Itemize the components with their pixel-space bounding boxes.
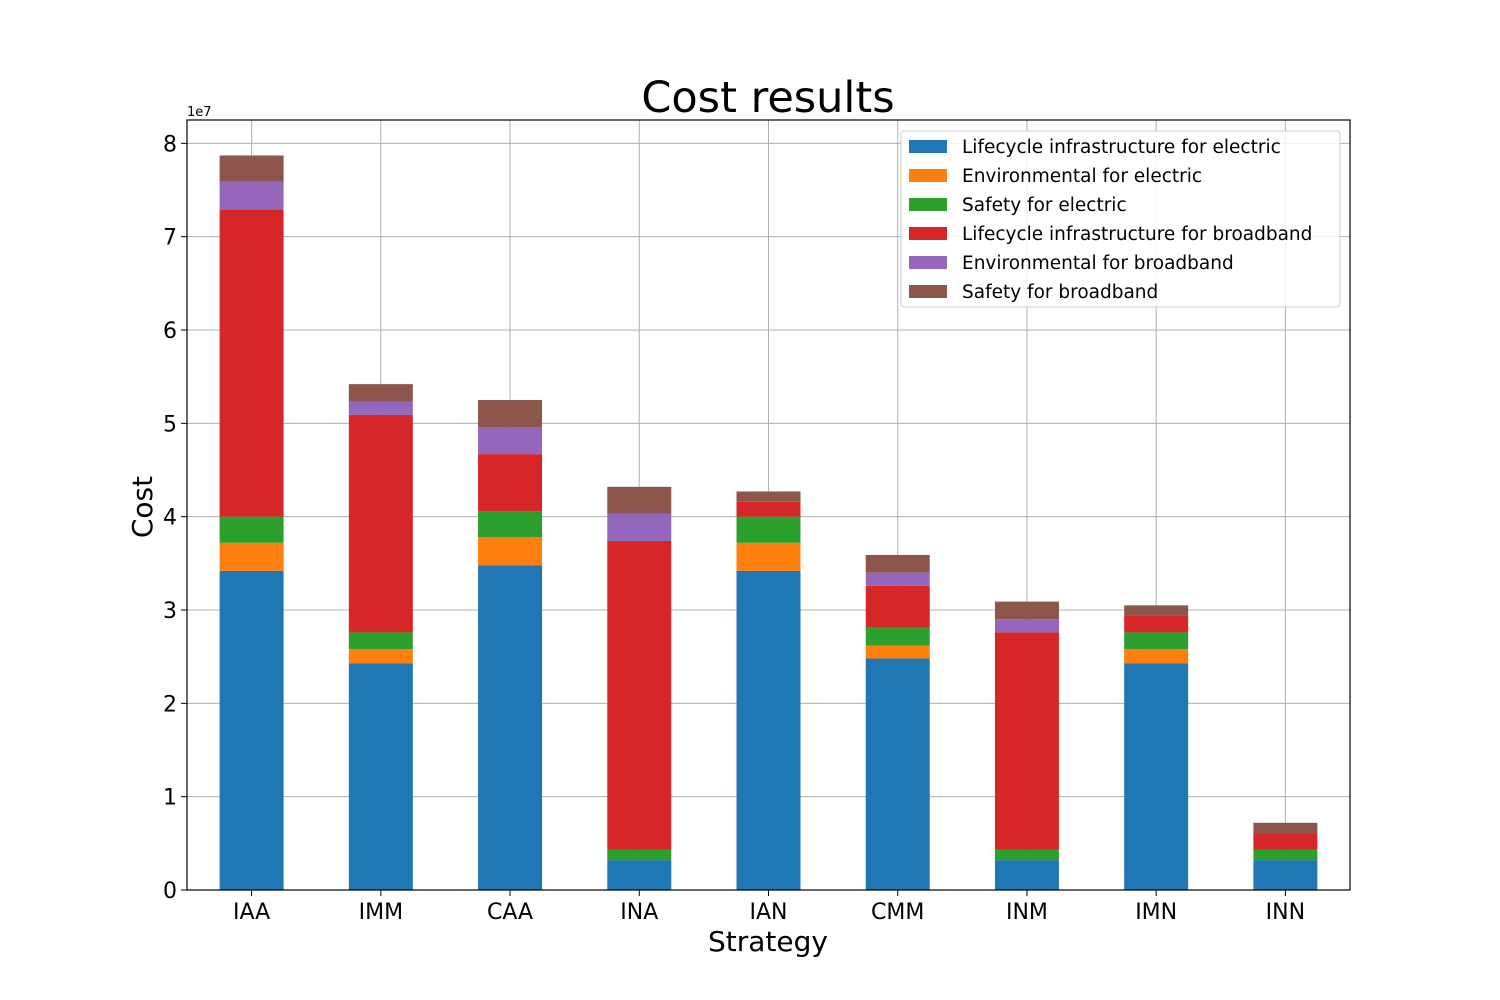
y-tick-label: 3 — [163, 599, 177, 624]
bar-segment — [1253, 860, 1318, 890]
bar-segment — [478, 565, 543, 890]
bar-segment — [994, 619, 1059, 633]
chart-title: Cost results — [641, 73, 894, 123]
bar-segment — [1124, 649, 1189, 664]
legend-label: Environmental for broadband — [962, 253, 1234, 274]
x-axis-title: Strategy — [708, 925, 828, 958]
legend-swatch — [909, 140, 947, 153]
bar-segment — [478, 454, 543, 512]
bar-segment — [478, 511, 543, 538]
bar-stacks — [219, 155, 1318, 890]
bar-segment — [736, 501, 801, 517]
y-axis-title: Cost — [126, 476, 159, 538]
bar-segment — [219, 542, 284, 571]
legend-swatch — [909, 198, 947, 211]
bar-segment — [607, 849, 672, 861]
y-axis-offset-label: 1e7 — [187, 105, 212, 120]
bar-segment — [865, 645, 930, 659]
bar-segment — [219, 209, 284, 517]
legend-label: Safety for broadband — [962, 282, 1158, 303]
bar-segment — [607, 486, 672, 514]
x-tick-label: CAA — [487, 900, 533, 925]
bar-segment — [1124, 615, 1189, 633]
bar-segment — [607, 513, 672, 541]
y-tick-label: 0 — [163, 879, 177, 904]
bar-segment — [607, 860, 672, 890]
y-tick-label: 6 — [163, 319, 177, 344]
legend-label: Safety for electric — [962, 195, 1127, 216]
x-tick-label: IAN — [750, 900, 788, 925]
bar-segment — [219, 155, 284, 182]
y-tick-label: 1 — [163, 786, 177, 811]
x-tick-label: INM — [1006, 900, 1048, 925]
bar-segment — [1253, 833, 1318, 850]
legend-box — [900, 130, 1341, 308]
bar-segment — [865, 658, 930, 890]
legend-swatch — [909, 285, 947, 298]
bar-segment — [607, 540, 672, 850]
bar-segment — [994, 601, 1059, 620]
bar-segment — [994, 632, 1059, 850]
x-tick-label: INN — [1266, 900, 1305, 925]
legend-label: Environmental for electric — [962, 166, 1202, 187]
legend: Lifecycle infrastructure for electric Env… — [900, 130, 1341, 308]
x-tick-label: CMM — [871, 900, 924, 925]
y-tick-label: 7 — [163, 226, 177, 251]
legend-label: Lifecycle infrastructure for electric — [962, 137, 1281, 158]
y-tick-label: 4 — [163, 506, 177, 531]
bar-segment — [348, 663, 413, 890]
x-tick-label: IMM — [359, 900, 403, 925]
legend-swatch — [909, 227, 947, 240]
bar-segment — [865, 585, 930, 628]
x-tick-label: IAA — [233, 900, 270, 925]
bar-segment — [736, 516, 801, 543]
legend-label: Lifecycle infrastructure for broadband — [962, 224, 1312, 245]
bar-segment — [1124, 605, 1189, 616]
bar-segment — [1124, 663, 1189, 890]
x-tick-label: IMN — [1135, 900, 1177, 925]
x-tick-label: INA — [620, 900, 658, 925]
bar-segment — [219, 516, 284, 543]
y-tick-label: 5 — [163, 412, 177, 437]
bar-segment — [478, 427, 543, 455]
bar-segment — [994, 860, 1059, 890]
bar-segment — [1124, 632, 1189, 650]
x-axis-ticks: IAA IMM CAA INA IAN CMM INM IMN INN — [233, 890, 1305, 925]
bar-segment — [1253, 822, 1318, 834]
bar-segment — [478, 537, 543, 566]
y-tick-label: 8 — [163, 132, 177, 157]
y-axis-ticks: 0 1 2 3 4 5 6 7 8 — [163, 132, 187, 904]
legend-swatch — [909, 169, 947, 182]
bar-segment — [1253, 849, 1318, 861]
bar-segment — [348, 414, 413, 633]
bar-segment — [348, 649, 413, 664]
bar-segment — [736, 570, 801, 890]
bar-segment — [219, 570, 284, 890]
bar-segment — [219, 181, 284, 210]
bar-segment — [348, 401, 413, 415]
bar-segment — [478, 400, 543, 428]
bar-segment — [348, 632, 413, 650]
legend-swatch — [909, 256, 947, 269]
bar-segment — [736, 542, 801, 571]
bar-segment — [865, 627, 930, 646]
bar-segment — [736, 491, 801, 502]
bar-segment — [994, 849, 1059, 861]
bar-segment — [865, 554, 930, 573]
bar-segment — [348, 384, 413, 402]
bar-segment — [865, 572, 930, 586]
y-tick-label: 2 — [163, 692, 177, 717]
